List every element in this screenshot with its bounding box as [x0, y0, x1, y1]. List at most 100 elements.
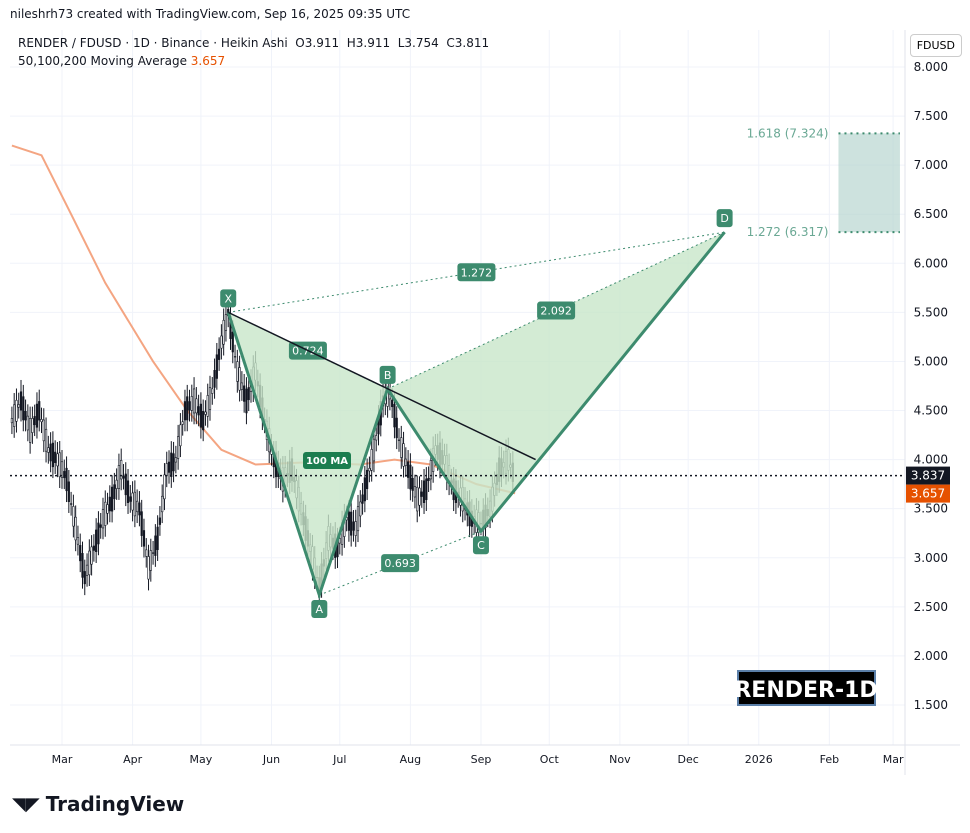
- candle: [393, 404, 396, 428]
- candle: [372, 438, 376, 462]
- candle: [195, 398, 198, 414]
- candle: [218, 348, 221, 360]
- pattern-point-label: A: [316, 603, 324, 616]
- x-tick-label: Oct: [540, 753, 560, 766]
- ma100-line: [11, 144, 516, 495]
- candle: [76, 537, 80, 545]
- candle: [338, 538, 341, 544]
- candle: [363, 477, 366, 502]
- candle: [67, 481, 70, 502]
- currency-button[interactable]: FDUSD: [909, 34, 962, 57]
- candle: [190, 396, 193, 411]
- candle: [65, 467, 68, 492]
- pattern-point-badge: [311, 600, 328, 619]
- candle: [63, 471, 66, 479]
- x-tick-label: Sep: [471, 753, 492, 766]
- candle: [26, 415, 29, 431]
- y-tick-label: 5.500: [914, 305, 948, 319]
- candle: [183, 401, 187, 421]
- candle: [409, 464, 412, 490]
- y-tick-label: 6.000: [914, 256, 948, 270]
- candle: [147, 556, 150, 580]
- y-tick-label: 7.000: [914, 158, 948, 172]
- candle: [133, 491, 136, 517]
- candle: [120, 460, 123, 480]
- candle: [17, 404, 20, 408]
- candle: [104, 501, 107, 526]
- candle: [354, 521, 357, 536]
- candle: [370, 449, 373, 471]
- candle: [10, 418, 14, 424]
- candle: [427, 477, 430, 482]
- candle: [231, 331, 234, 353]
- candle: [138, 502, 141, 516]
- candle: [83, 571, 86, 585]
- candle: [247, 387, 250, 401]
- y-tick-label: 2.000: [914, 649, 948, 663]
- x-tick-label: Aug: [400, 753, 421, 766]
- candle: [192, 388, 196, 414]
- x-tick-label: 2026: [745, 753, 773, 766]
- candle: [24, 411, 27, 421]
- candle: [211, 388, 214, 394]
- candle: [418, 487, 421, 506]
- candle: [79, 545, 82, 562]
- y-tick-label: 7.500: [914, 109, 948, 123]
- candle: [15, 399, 18, 422]
- candle: [404, 458, 407, 466]
- target-level-label: 1.272 (6.317): [747, 225, 829, 239]
- candle: [220, 335, 223, 349]
- candle: [92, 545, 95, 551]
- candle: [38, 401, 41, 421]
- candle: [422, 480, 426, 503]
- ma-value: 3.657: [190, 54, 226, 68]
- candle: [113, 484, 116, 500]
- candle: [108, 496, 111, 512]
- candle: [395, 417, 398, 439]
- candle: [99, 524, 102, 528]
- candle: [51, 442, 54, 468]
- x-tick-label: Jun: [262, 753, 280, 766]
- candle: [170, 452, 173, 477]
- candle: [238, 367, 241, 391]
- candle: [117, 465, 121, 489]
- candle: [350, 511, 353, 536]
- x-tick-label: Mar: [52, 753, 73, 766]
- target-zone: [838, 133, 900, 233]
- pattern-point-label: C: [477, 539, 485, 552]
- candle: [95, 529, 98, 553]
- candle: [151, 552, 155, 554]
- candle: [136, 500, 139, 513]
- candle: [149, 550, 152, 571]
- pattern-point-badge: [716, 209, 733, 228]
- last-price-label: 3.837: [911, 469, 945, 483]
- y-tick-label: 6.500: [914, 207, 948, 221]
- pattern-point-badge: [379, 365, 396, 384]
- x-tick-label: Jul: [332, 753, 346, 766]
- candle: [122, 475, 125, 479]
- candle: [29, 418, 32, 443]
- candle: [145, 549, 148, 557]
- candle: [429, 460, 432, 480]
- ratio-label: 1.272: [461, 266, 493, 279]
- candle: [42, 419, 45, 442]
- candle: [115, 479, 118, 489]
- candle: [110, 486, 114, 512]
- candle: [420, 491, 423, 497]
- candle: [81, 553, 84, 578]
- pattern-point-label: B: [384, 369, 392, 382]
- y-tick-label: 4.000: [914, 453, 948, 467]
- symbol-watermark: [737, 670, 876, 706]
- candle: [40, 419, 43, 423]
- candle: [407, 461, 410, 478]
- candle: [361, 494, 364, 504]
- candle: [140, 511, 143, 536]
- y-tick-label: 4.500: [914, 404, 948, 418]
- ma-label: 50,100,200 Moving Average: [18, 54, 187, 68]
- candle: [236, 361, 239, 382]
- candle: [19, 391, 23, 411]
- credit-text: nileshrh73 created with TradingView.com,…: [10, 7, 411, 21]
- ratio-badge: [457, 263, 496, 282]
- candle: [402, 443, 405, 467]
